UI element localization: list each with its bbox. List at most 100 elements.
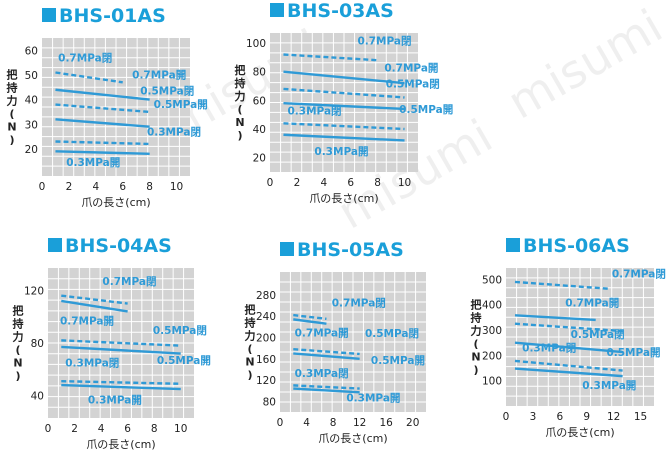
series-annotation: 0.7MPa閉 bbox=[58, 52, 112, 64]
y-tick-label: 60 bbox=[25, 45, 38, 57]
chart-bhs-01as: BHS-01AS 0 2 4 6 8 10 20 30 40 50 60 爪の長さ(cm) 把持力(N) 0… bbox=[7, 5, 208, 209]
grid bbox=[506, 268, 654, 406]
y-tick-label: 100 bbox=[246, 38, 266, 50]
x-tick-label: 4 bbox=[92, 181, 99, 193]
series-annotation: 0.7MPa開 bbox=[565, 298, 619, 310]
series-annotation: 0.7MPa閉 bbox=[612, 268, 666, 280]
x-tick-label: 0 bbox=[267, 177, 274, 189]
series-annotation: 0.3MPa閉 bbox=[65, 358, 119, 370]
y-tick-label: 120 bbox=[24, 285, 44, 297]
y-axis-label: 把持力(N) bbox=[13, 304, 24, 383]
x-tick-label: 4 bbox=[98, 423, 105, 435]
x-tick-label: 3 bbox=[530, 411, 537, 423]
y-tick-label: 200 bbox=[482, 350, 502, 362]
series-annotation: 0.5MPa閉 bbox=[153, 325, 207, 337]
series-annotation: 0.3MPa開 bbox=[346, 392, 400, 404]
series-annotation: 0.7MPa開 bbox=[132, 70, 186, 82]
series-line bbox=[293, 387, 360, 394]
y-axis-label: 把持力(N) bbox=[235, 63, 246, 142]
y-tick-label: 80 bbox=[263, 396, 276, 408]
x-axis-label: 爪の長さ(cm) bbox=[318, 432, 387, 445]
y-tick-label: 280 bbox=[256, 290, 276, 302]
series-annotation: 0.5MPa閉 bbox=[571, 329, 625, 341]
chart-bhs-04as: BHS-04AS 0 2 4 6 8 10 40 80 120 爪の長さ(cm) 把持力(N) 0.7M… bbox=[13, 235, 211, 451]
series-annotation: 0.3MPa開 bbox=[582, 380, 636, 392]
chart-title-text: BHS-06AS bbox=[523, 235, 630, 257]
y-tick-label: 80 bbox=[253, 67, 266, 79]
series-line bbox=[514, 314, 596, 322]
x-axis-label: 爪の長さ(cm) bbox=[81, 196, 150, 209]
y-axis-label: 把持力(N) bbox=[7, 68, 18, 147]
y-tick-label: 40 bbox=[31, 391, 44, 403]
series-line bbox=[283, 122, 405, 131]
series-annotation: 0.3MPa開 bbox=[314, 146, 368, 158]
chart-title-text: BHS-01AS bbox=[59, 5, 166, 27]
series-annotation: 0.5MPa閉 bbox=[386, 78, 440, 90]
series-line bbox=[55, 88, 150, 101]
series-annotation: 0.3MPa閉 bbox=[522, 342, 576, 354]
y-tick-label: 120 bbox=[256, 375, 276, 387]
x-tick-label: 20 bbox=[406, 417, 419, 429]
series-line bbox=[283, 133, 405, 142]
series-line bbox=[514, 341, 623, 354]
x-tick-label: 6 bbox=[119, 181, 126, 193]
x-tick-label: 4 bbox=[303, 417, 310, 429]
y-axis-label: 把持力(N) bbox=[245, 303, 256, 382]
series-line bbox=[293, 318, 327, 325]
series-annotation: 0.7MPa閉 bbox=[332, 298, 386, 310]
grid bbox=[48, 268, 194, 418]
series-line bbox=[514, 359, 623, 372]
series-line bbox=[55, 150, 150, 156]
y-tick-label: 500 bbox=[482, 274, 502, 286]
series-annotation: 0.3MPa閉 bbox=[147, 126, 201, 138]
x-axis-label: 爪の長さ(cm) bbox=[86, 438, 155, 451]
series-line bbox=[61, 345, 181, 355]
y-tick-label: 240 bbox=[256, 311, 276, 323]
x-tick-label: 10 bbox=[398, 177, 411, 189]
x-tick-label: 15 bbox=[634, 411, 647, 423]
chart-title-text: BHS-03AS bbox=[287, 0, 394, 22]
x-axis-label: 爪の長さ(cm) bbox=[545, 426, 614, 439]
y-tick-label: 30 bbox=[25, 119, 38, 131]
series-annotation: 0.3MPa閉 bbox=[295, 368, 349, 380]
x-tick-label: 6 bbox=[347, 177, 354, 189]
series-annotation: 0.5MPa開 bbox=[399, 104, 453, 116]
chart-title-text: BHS-05AS bbox=[297, 239, 404, 261]
series-line bbox=[514, 367, 623, 378]
x-axis-label: 爪の長さ(cm) bbox=[309, 192, 378, 205]
x-tick-label: 9 bbox=[583, 411, 590, 423]
series-line bbox=[55, 71, 123, 84]
y-axis-label: 把持力(N) bbox=[471, 298, 482, 377]
series-annotation: 0.7MPa開 bbox=[60, 316, 114, 328]
y-tick-label: 60 bbox=[253, 95, 266, 107]
series-annotation: 0.7MPa開 bbox=[295, 327, 349, 339]
series-annotation: 0.3MPa開 bbox=[66, 157, 120, 169]
y-tick-label: 300 bbox=[482, 325, 502, 337]
chart-bhs-06as: BHS-06AS 0 3 6 9 12 15 100 200 300 400 500 爪の長さ(cm) 把… bbox=[471, 235, 666, 439]
series-annotation: 0.5MPa開 bbox=[371, 355, 425, 367]
chart-bhs-03as: BHS-03AS 0 2 4 6 8 10 20 40 60 80 100 爪の長さ(cm) 把持力(N)… bbox=[235, 0, 454, 205]
x-tick-label: 8 bbox=[330, 417, 337, 429]
y-tick-label: 40 bbox=[25, 95, 38, 107]
x-tick-label: 12 bbox=[607, 411, 620, 423]
x-tick-label: 6 bbox=[124, 423, 131, 435]
y-tick-label: 50 bbox=[25, 70, 38, 82]
x-tick-label: 6 bbox=[556, 411, 563, 423]
series-annotation: 0.5MPa閉 bbox=[365, 328, 419, 340]
series-line bbox=[514, 322, 623, 333]
title-square-icon bbox=[280, 242, 294, 256]
x-tick-label: 2 bbox=[71, 423, 78, 435]
series-line bbox=[293, 313, 327, 321]
chart-bhs-05as: BHS-05AS 0 4 8 12 16 20 80 120 160 200 240 280 爪の長さ(c… bbox=[245, 239, 426, 445]
x-tick-label: 8 bbox=[151, 423, 158, 435]
chart-title: BHS-01AS bbox=[42, 5, 166, 27]
x-tick-label: 16 bbox=[379, 417, 393, 429]
y-tick-label: 80 bbox=[31, 338, 44, 350]
series-annotation: 0.5MPa開 bbox=[606, 347, 660, 359]
series-annotation: 0.3MPa開 bbox=[88, 395, 142, 407]
series-line bbox=[61, 294, 128, 305]
y-tick-label: 100 bbox=[482, 376, 502, 388]
title-square-icon bbox=[42, 8, 56, 22]
watermark-text: misumi bbox=[499, 0, 666, 130]
series-line bbox=[293, 347, 360, 356]
